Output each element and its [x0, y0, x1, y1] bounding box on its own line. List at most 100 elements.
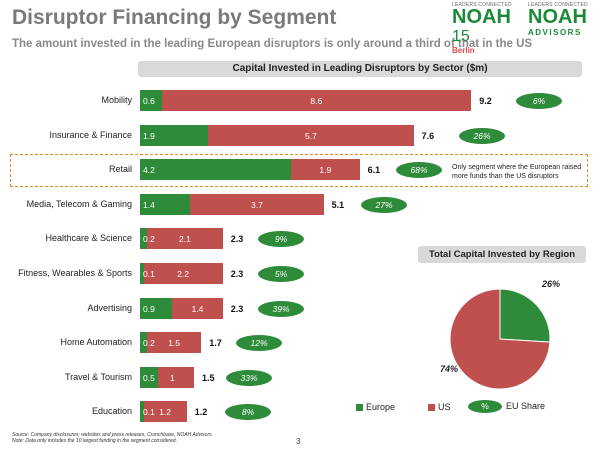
logo-word: NOAH [452, 6, 511, 28]
footer-source: Source: Company disclosures; websites an… [12, 432, 214, 438]
noah-advisors-logo: LEADERS CONNECTED NOAH ADVISORS [528, 2, 598, 38]
total-label: 5.1 [331, 199, 345, 210]
value-label-us: 3.7 [251, 199, 263, 210]
value-label-europe: 0.5 [143, 372, 155, 383]
bar-us [158, 366, 194, 388]
logo-tagline: LEADERS CONNECTED [528, 2, 588, 8]
bar-europe [140, 401, 144, 423]
bar-us [172, 297, 223, 319]
value-label-us: 1.2 [159, 407, 172, 418]
value-label-europe: 0.2 [143, 234, 155, 245]
value-label-europe: 0.6 [143, 96, 155, 106]
bar-us [190, 193, 324, 215]
total-label: 2.3 [230, 234, 244, 245]
bar-europe [140, 228, 148, 250]
value-label-europe: 0.1 [143, 269, 155, 279]
logo-advisors: ADVISORS [528, 28, 582, 37]
bar-europe [140, 366, 158, 388]
footer-notes: Source: Company disclosures; websites an… [12, 432, 213, 444]
pie-slice-europe [499, 288, 551, 343]
footer-note: Note: Data only includes the 10 largest … [12, 438, 178, 444]
logo-tagline: LEADERS CONNECTED [452, 2, 512, 8]
total-label: 2.3 [230, 269, 244, 279]
pie-label-europe: 26% [542, 279, 561, 289]
pie-label-us: 74% [440, 364, 459, 374]
bar-us [147, 228, 223, 250]
bar-europe [140, 193, 191, 215]
retail-highlight-box [10, 154, 588, 187]
eu-share-oval: 39% [258, 300, 304, 317]
category-label: Mobility [101, 95, 132, 105]
eu-share-oval: 68% [396, 162, 442, 179]
value-label-europe: 1.4 [143, 199, 155, 210]
value-label-europe: 1.9 [143, 130, 155, 141]
value-label-us: 1.4 [191, 303, 204, 314]
bar-europe [140, 332, 148, 354]
logo-number: 15 [452, 28, 470, 45]
eu-share-oval: 5% [258, 266, 304, 282]
category-label: Retail [108, 164, 132, 175]
category-label: Fitness, Wearables & Sports [18, 268, 132, 278]
value-label-us: 1 [170, 372, 175, 383]
page-subtitle: The amount invested in the leading Europ… [12, 38, 533, 50]
value-label-europe: 0.1 [143, 407, 155, 418]
bar-us [291, 159, 360, 181]
legend-share-label: EU Share [506, 400, 546, 411]
value-label-us: 8.6 [310, 96, 323, 106]
value-label-europe: 4.2 [143, 165, 155, 176]
value-label-europe: 0.2 [143, 338, 155, 349]
eu-share-oval: 8% [225, 404, 271, 421]
bar-europe [140, 297, 173, 319]
pie-chart-title: Total Capital Invested by Region [418, 246, 586, 263]
eu-share-oval: 9% [258, 231, 304, 248]
category-label: Insurance & Finance [49, 129, 132, 140]
bar-europe [140, 124, 209, 146]
retail-annotation: Only segment where the European raised m… [452, 164, 582, 180]
bar-us [161, 90, 472, 111]
value-label-us: 2.1 [179, 234, 191, 245]
legend-share-oval: % [468, 400, 502, 413]
eu-share-oval: 12% [236, 335, 282, 352]
category-label: Advertising [87, 302, 132, 313]
value-label-us: 2.2 [177, 269, 190, 279]
value-label-us: 1.9 [319, 165, 332, 176]
page-number: 3 [296, 437, 301, 446]
bar-europe [140, 159, 292, 181]
bar-us [143, 263, 223, 284]
category-label: Travel & Tourism [64, 371, 132, 382]
total-label: 6.1 [367, 165, 381, 176]
bar-us [208, 124, 414, 146]
category-label: Home Automation [60, 337, 132, 348]
eu-share-oval: 6% [516, 93, 562, 109]
pie-slice-us [449, 288, 551, 390]
total-label: 1.5 [202, 372, 215, 383]
bar-europe [140, 90, 162, 111]
total-label: 1.2 [194, 407, 208, 418]
legend-eu-share: % EU Share [468, 400, 545, 413]
total-label: 1.7 [209, 338, 222, 349]
logo-city: Berlin [452, 46, 475, 55]
category-label: Media, Telecom & Gaming [26, 198, 132, 209]
legend-us: US [428, 402, 451, 412]
value-label-europe: 0.9 [143, 303, 155, 314]
bar-us [143, 401, 187, 423]
value-label-us: 1.5 [168, 338, 181, 349]
category-label: Education [91, 406, 132, 417]
total-label: 2.3 [230, 303, 244, 314]
legend-europe: Europe [356, 402, 395, 412]
eu-share-oval: 33% [226, 369, 272, 386]
bar-us [147, 332, 202, 354]
legend-europe-label: Europe [366, 402, 396, 412]
logo-word: NOAH [528, 6, 587, 28]
legend-us-label: US [438, 402, 451, 412]
eu-share-oval: 27% [361, 196, 407, 213]
eu-share-oval: 26% [459, 127, 505, 144]
bar-europe [140, 263, 144, 284]
total-label: 9.2 [479, 96, 492, 106]
value-label-us: 5.7 [305, 130, 317, 141]
bar-chart-title: Capital Invested in Leading Disruptors b… [138, 61, 582, 77]
page-title: Disruptor Financing by Segment [12, 6, 337, 29]
legend-europe-swatch [356, 404, 363, 412]
total-label: 7.6 [421, 130, 435, 141]
category-label: Healthcare & Science [45, 233, 132, 244]
